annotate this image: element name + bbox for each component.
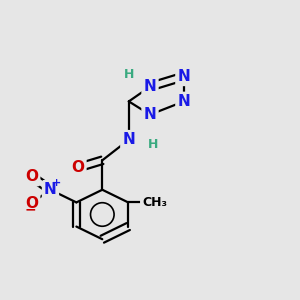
Text: O: O (25, 169, 38, 184)
Text: CH₃: CH₃ (142, 196, 167, 209)
Text: N: N (44, 182, 57, 197)
Text: N: N (178, 94, 190, 109)
Text: N: N (144, 79, 156, 94)
Text: N: N (178, 69, 190, 84)
Text: O: O (71, 160, 84, 175)
Text: N: N (122, 132, 135, 147)
Text: H: H (124, 68, 135, 81)
Text: H: H (148, 138, 158, 151)
Text: N: N (144, 107, 156, 122)
Text: O: O (25, 196, 38, 211)
Text: −: − (24, 202, 36, 216)
Text: +: + (52, 178, 62, 188)
